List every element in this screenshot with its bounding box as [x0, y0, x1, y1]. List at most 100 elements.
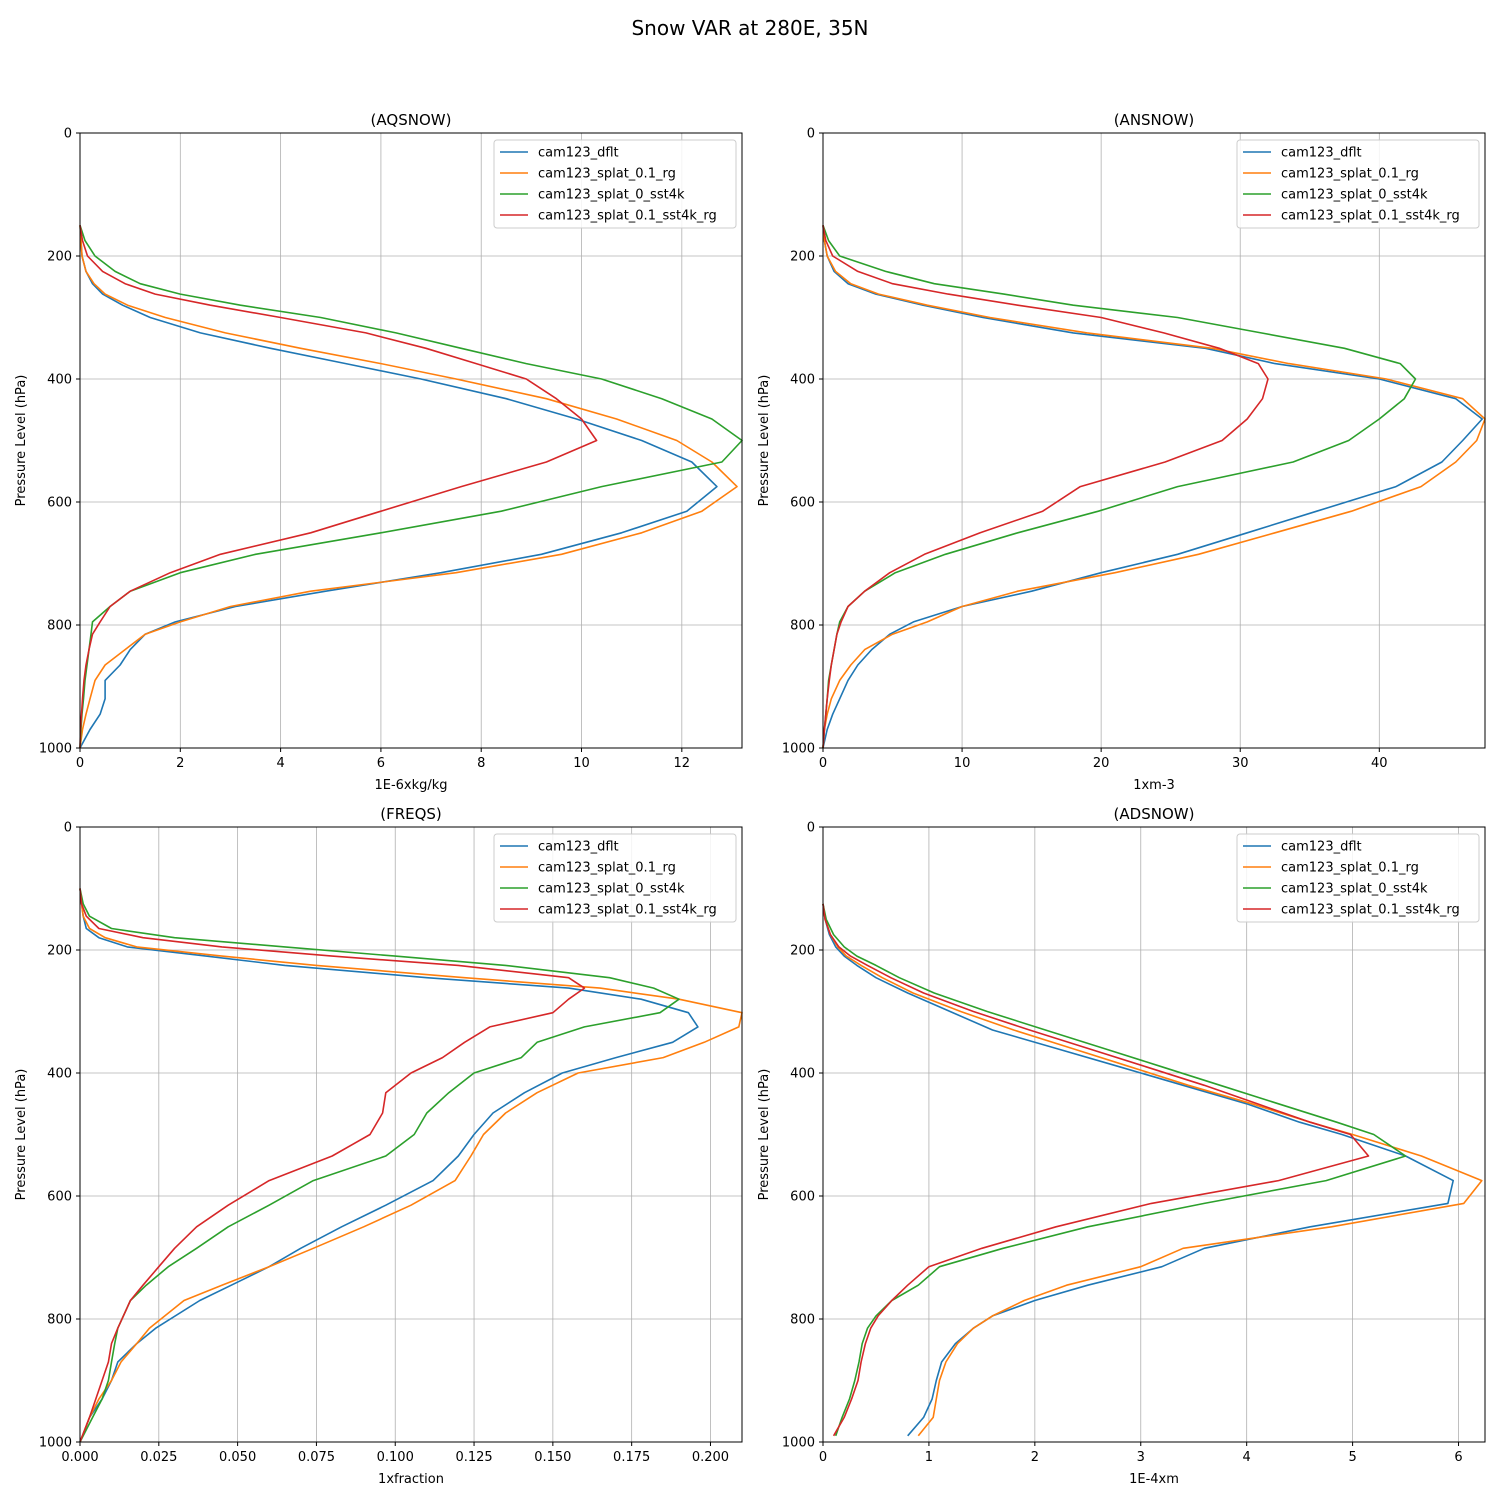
legend-label: cam123_splat_0.1_rg — [538, 861, 676, 876]
y-tick-label: 0 — [807, 127, 815, 142]
chart-panel-3: 0.000 0.025 0.050 0.075 0.100 0.125 0.150 0.175… — [14, 805, 743, 1487]
chart-title: (FREQS) — [380, 805, 442, 823]
series-line-cam123_splat_0.1_sst4k_rg — [822, 903, 1370, 1437]
x-axis-label: 1xfraction — [378, 1472, 444, 1487]
y-tick-label: 400 — [790, 1067, 815, 1082]
x-tick-label: 0.200 — [692, 1450, 729, 1465]
y-tick-label: 600 — [790, 1190, 815, 1205]
x-tick-label: 8 — [477, 756, 485, 771]
x-tick-label: 0 — [76, 756, 84, 771]
chart-panel-4: 0 1 2 3 4 5 6 0 200 400 600 800 1000 (ADSNOW) 1E-4xm Pr… — [757, 805, 1486, 1487]
y-tick-label: 600 — [47, 496, 72, 511]
y-tick-label: 0 — [64, 821, 72, 836]
chart-panel-2: 0 10 20 30 4002004006008001000(ANSNOW)1xm-3P… — [757, 111, 1486, 793]
x-tick-label: 0.050 — [219, 1450, 256, 1465]
y-tick-label: 200 — [790, 944, 815, 959]
legend-box — [1236, 139, 1480, 229]
legend-label: cam123_splat_0.1_sst4k_rg — [1281, 903, 1460, 918]
axes-frame — [79, 826, 743, 1443]
x-tick-label: 4 — [276, 756, 284, 771]
x-tick-label: 30 — [1232, 756, 1249, 771]
legend: cam123_dflt cam123_splat_0.1_rg cam123_spl… — [1236, 833, 1480, 923]
x-tick-label: 2 — [176, 756, 184, 771]
x-tick-label: 0.000 — [61, 1450, 98, 1465]
series-line-cam123_dflt — [79, 888, 699, 1443]
y-tick-label: 1000 — [782, 742, 815, 757]
y-tick-label: 1000 — [782, 1436, 815, 1451]
x-tick-label: 0 — [819, 756, 827, 771]
series-line-cam123_splat_0.1_rg — [822, 225, 1486, 749]
chart-title: (AQSNOW) — [371, 111, 452, 129]
y-tick-label: 0 — [807, 821, 815, 836]
y-tick-label: 400 — [790, 373, 815, 388]
x-tick-label: 1 — [925, 1450, 933, 1465]
y-tick-label: 0 — [64, 127, 72, 142]
legend-label: cam123_splat_0.1_rg — [538, 167, 676, 182]
legend-label: cam123_dflt — [538, 146, 619, 161]
legend-label: cam123_dflt — [1281, 840, 1362, 855]
x-tick-label: 0.025 — [140, 1450, 177, 1465]
series-line-cam123_splat_0.1_sst4k_rg — [822, 225, 1269, 749]
x-tick-label: 6 — [1454, 1450, 1462, 1465]
y-tick-label: 200 — [47, 944, 72, 959]
legend-label: cam123_dflt — [538, 840, 619, 855]
y-tick-label: 400 — [47, 373, 72, 388]
x-tick-label: 10 — [954, 756, 971, 771]
x-tick-label: 5 — [1348, 1450, 1356, 1465]
x-tick-label: 10 — [573, 756, 590, 771]
axes-frame — [822, 132, 1486, 749]
series-line-cam123_splat_0.1_sst4k_rg — [79, 888, 586, 1443]
series-line-cam123_splat_0_sst4k — [79, 888, 680, 1443]
y-tick-label: 800 — [790, 1313, 815, 1328]
x-tick-label: 40 — [1371, 756, 1388, 771]
y-tick-label: 800 — [47, 1313, 72, 1328]
series-line-cam123_dflt — [79, 225, 718, 749]
legend: cam123_dflt cam123_splat_0.1_rg cam123_spl… — [493, 139, 737, 229]
legend-label: cam123_splat_0.1_rg — [1281, 167, 1419, 182]
legend: cam123_dflt cam123_splat_0.1_rg cam123_spl… — [1236, 139, 1480, 229]
legend-label: cam123_splat_0_sst4k — [538, 188, 685, 203]
chart-panel-1: 0 2 4 6 8 10 12 0 200 400 600 800 1000 (AQSNOW) 1E-6xk… — [14, 111, 743, 793]
x-tick-label: 2 — [1031, 1450, 1039, 1465]
x-tick-label: 4 — [1243, 1450, 1251, 1465]
y-tick-label: 1000 — [39, 1436, 72, 1451]
chart-title: (ADSNOW) — [1114, 805, 1195, 823]
x-tick-label: 6 — [377, 756, 385, 771]
x-axis-label: 1E-4xm — [1129, 1472, 1179, 1487]
legend-label: cam123_splat_0_sst4k — [1281, 882, 1428, 897]
legend-label: cam123_splat_0.1_sst4k_rg — [538, 209, 717, 224]
axes-frame — [822, 826, 1486, 1443]
x-tick-label: 0.100 — [377, 1450, 414, 1465]
y-tick-label: 400 — [47, 1067, 72, 1082]
x-axis-label: 1E-6xkg/kg — [374, 778, 447, 793]
y-axis-label: Pressure Level (hPa) — [14, 375, 29, 507]
series-line-cam123_splat_0.1_rg — [79, 888, 743, 1443]
y-axis-label: Pressure Level (hPa) — [757, 375, 772, 507]
legend-label: cam123_splat_0.1_sst4k_rg — [538, 903, 717, 918]
axes-frame — [79, 132, 743, 749]
legend-label: cam123_splat_0_sst4k — [538, 882, 685, 897]
series-line-cam123_splat_0.1_sst4k_rg — [79, 225, 598, 749]
legend-label: cam123_splat_0_sst4k — [1281, 188, 1428, 203]
series-line-cam123_splat_0_sst4k — [822, 225, 1417, 749]
y-tick-label: 200 — [790, 250, 815, 265]
y-tick-label: 800 — [790, 619, 815, 634]
x-tick-label: 0.150 — [534, 1450, 571, 1465]
y-tick-label: 600 — [47, 1190, 72, 1205]
x-tick-label: 0.175 — [613, 1450, 650, 1465]
x-axis-label: 1xm-3 — [1133, 778, 1175, 793]
legend: cam123_dflt cam123_splat_0.1_rg cam123_spl… — [493, 833, 737, 923]
series-line-cam123_splat_0_sst4k — [79, 225, 743, 749]
y-tick-label: 1000 — [39, 742, 72, 757]
series-line-cam123_splat_0.1_rg — [79, 225, 738, 749]
legend-box — [1236, 833, 1480, 923]
legend-label: cam123_splat_0.1_sst4k_rg — [1281, 209, 1460, 224]
series-line-cam123_splat_0.1_rg — [822, 903, 1483, 1437]
x-tick-label: 20 — [1093, 756, 1110, 771]
legend-label: cam123_splat_0.1_rg — [1281, 861, 1419, 876]
x-tick-label: 12 — [674, 756, 691, 771]
x-tick-label: 3 — [1137, 1450, 1145, 1465]
x-tick-label: 0 — [819, 1450, 827, 1465]
